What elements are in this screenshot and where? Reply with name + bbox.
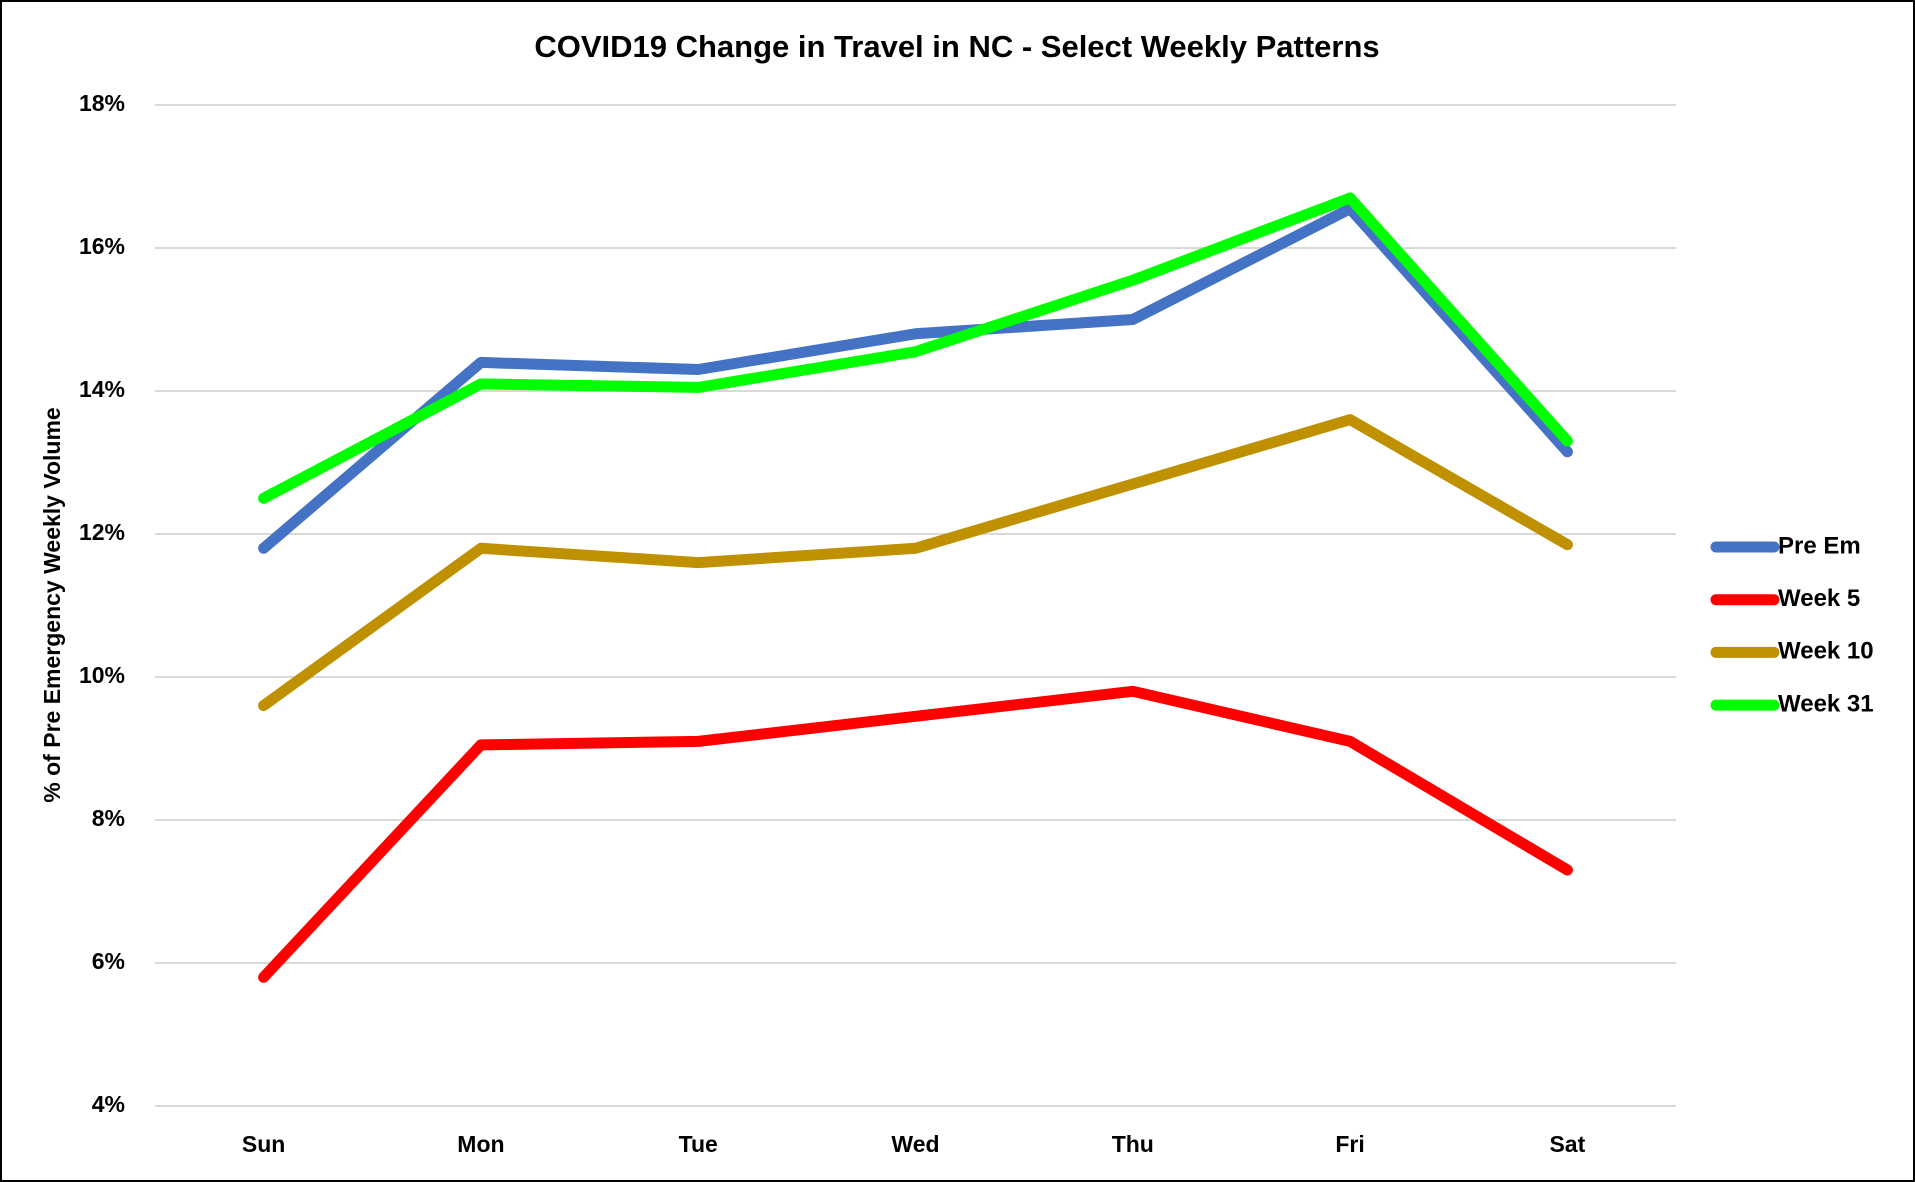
y-tick-label: 12% [79, 519, 125, 545]
y-tick-label: 8% [92, 805, 125, 831]
y-tick-label: 6% [92, 948, 125, 974]
y-tick-label: 4% [92, 1091, 125, 1117]
series-line [258, 192, 1573, 504]
series-line [258, 203, 1573, 554]
x-tick-label: Sun [242, 1131, 285, 1157]
y-axis-label: % of Pre Emergency Weekly Volume [39, 407, 65, 802]
legend-label: Week 31 [1778, 690, 1874, 717]
legend-label: Pre Em [1778, 532, 1861, 559]
chart-title: COVID19 Change in Travel in NC - Select … [534, 29, 1379, 64]
y-tick-label: 14% [79, 376, 125, 402]
x-tick-label: Sat [1549, 1131, 1585, 1157]
x-tick-label: Wed [891, 1131, 939, 1157]
y-tick-label: 18% [79, 90, 125, 116]
y-tick-label: 10% [79, 662, 125, 688]
y-tick-label: 16% [79, 233, 125, 259]
legend-label: Week 10 [1778, 638, 1874, 665]
legend-label: Week 5 [1778, 585, 1860, 612]
x-tick-label: Fri [1335, 1131, 1364, 1157]
series-line [258, 414, 1573, 712]
x-tick-label: Tue [679, 1131, 718, 1157]
x-tick-label: Thu [1112, 1131, 1154, 1157]
x-tick-label: Mon [457, 1131, 504, 1157]
series-line [258, 685, 1573, 983]
